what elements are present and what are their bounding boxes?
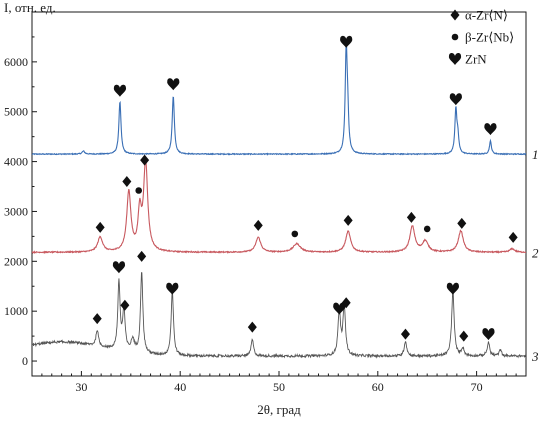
axis-ticks: 30 40 50 60 70 0 1000 2000 3000 4000 5000 6000	[4, 36, 517, 394]
y-tick-label: 4000	[4, 155, 28, 169]
diamond-marker	[508, 231, 518, 243]
xrd-curve-3	[32, 272, 526, 359]
heart-marker	[446, 282, 460, 295]
legend-label: α-Zr⟨N⟩	[465, 8, 508, 23]
curve-label-3: 3	[531, 349, 539, 364]
diamond-marker	[457, 217, 467, 229]
y-axis-title: I, отн. ед.	[4, 0, 56, 15]
diamond-marker	[120, 299, 130, 311]
legend-label: β-Zr⟨Nb⟩	[465, 30, 514, 45]
x-tick-label: 50	[273, 380, 285, 394]
legend-heart-icon	[448, 53, 462, 65]
y-tick-label: 3000	[4, 204, 28, 218]
heart-marker	[113, 84, 127, 97]
curve-label-1: 1	[532, 147, 539, 162]
y-tick-label: 1000	[4, 304, 28, 318]
legend-circle-icon	[451, 33, 459, 41]
heart-marker	[333, 302, 346, 315]
circle-marker	[423, 225, 431, 233]
curves	[32, 40, 526, 359]
y-tick-label: 2000	[4, 254, 28, 268]
y-tick-label: 0	[22, 354, 28, 368]
legend-label: ZrN	[465, 52, 487, 67]
diamond-marker	[122, 176, 132, 188]
diamond-marker	[406, 211, 416, 223]
x-tick-label: 70	[471, 380, 483, 394]
heart-marker	[484, 123, 497, 136]
circle-marker	[291, 230, 299, 238]
x-axis-title: 2θ, град	[257, 402, 301, 417]
diamond-marker	[343, 214, 353, 226]
curve-label-2: 2	[532, 245, 539, 260]
y-tick-label: 5000	[4, 105, 28, 119]
diamond-marker	[95, 221, 105, 233]
heart-marker	[340, 35, 353, 48]
phase-markers	[92, 35, 518, 342]
xrd-curve-1	[32, 40, 526, 156]
curve-labels: 1 2 3	[531, 147, 539, 364]
heart-marker	[449, 93, 462, 106]
heart-marker	[112, 261, 126, 274]
x-tick-label: 60	[372, 380, 384, 394]
circle-marker	[135, 187, 143, 194]
diamond-marker	[400, 328, 410, 340]
legend: α-Zr⟨N⟩ β-Zr⟨Nb⟩ ZrN	[448, 8, 514, 67]
heart-marker	[482, 328, 495, 341]
diamond-marker	[459, 330, 469, 342]
heart-marker	[166, 282, 179, 295]
x-tick-label: 40	[174, 380, 186, 394]
diamond-marker	[341, 297, 351, 309]
diamond-marker	[140, 154, 150, 166]
diamond-marker	[137, 250, 147, 262]
diamond-marker	[253, 219, 263, 231]
diamond-marker	[92, 313, 102, 325]
legend-diamond-icon	[450, 9, 460, 21]
diamond-marker	[247, 321, 257, 333]
y-tick-label: 6000	[4, 55, 28, 69]
x-tick-label: 30	[75, 380, 87, 394]
heart-marker	[167, 78, 180, 91]
xrd-curve-2	[32, 157, 526, 254]
